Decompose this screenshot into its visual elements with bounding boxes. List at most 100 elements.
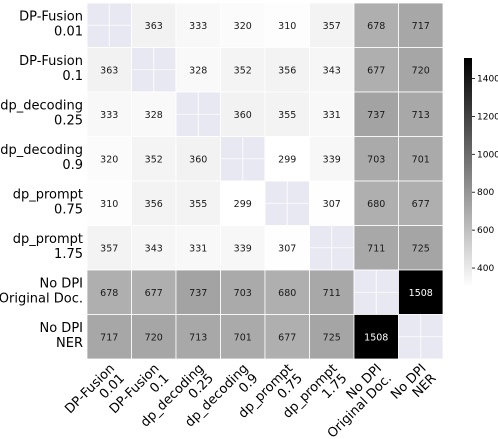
cell-value-label: 713 — [412, 110, 430, 121]
heatmap-cell — [131, 225, 177, 271]
cell-value-label: 355 — [189, 199, 207, 210]
cell-value-label: 360 — [234, 110, 252, 121]
cell-value-label: 725 — [323, 332, 341, 343]
cell-value-label: 703 — [234, 288, 252, 299]
cell-value-label: 343 — [323, 65, 341, 76]
row-label: DP-Fusion 0.1 — [19, 54, 83, 84]
heatmap-cell — [353, 180, 399, 226]
heatmap-cell — [264, 136, 310, 182]
cell-value-label: 333 — [100, 110, 118, 121]
heatmap-cell — [264, 91, 310, 137]
heatmap-cell — [353, 91, 399, 137]
heatmap-cell — [175, 47, 221, 93]
heatmap-cell — [398, 180, 444, 226]
heatmap-cell — [309, 2, 355, 48]
cell-value-label: 320 — [234, 21, 252, 32]
colorbar — [464, 58, 472, 287]
heatmap-cell — [309, 180, 355, 226]
cell-value-label: 299 — [234, 199, 252, 210]
cell-value-label: 299 — [278, 154, 296, 165]
colorbar-tick-label: 800 — [477, 188, 494, 198]
cell-value-label: 352 — [145, 154, 163, 165]
row-label: dp_prompt 0.75 — [13, 187, 83, 217]
cell-value-label: 678 — [100, 288, 118, 299]
cell-value-label: 720 — [412, 65, 430, 76]
cell-value-label: 701 — [412, 154, 430, 165]
heatmap-cell — [220, 225, 266, 271]
cell-value-label: 352 — [234, 65, 252, 76]
row-label: No DPI NER — [40, 321, 84, 351]
cell-value-label: 339 — [234, 243, 252, 254]
cell-value-label: 310 — [278, 21, 296, 32]
cell-value-label: 363 — [100, 65, 118, 76]
cell-value-label: 725 — [412, 243, 430, 254]
heatmap-cell — [220, 269, 266, 315]
colorbar-tick-label: 1400 — [477, 74, 498, 84]
heatmap-cell — [309, 314, 355, 360]
row-label: dp_decoding 0.9 — [0, 143, 83, 173]
cell-value-label: 677 — [412, 199, 430, 210]
cell-value-label: 331 — [189, 243, 207, 254]
colorbar-tick-label: 600 — [477, 226, 494, 236]
colorbar-tick-label: 1000 — [477, 150, 498, 160]
row-label: DP-Fusion 0.01 — [19, 9, 83, 39]
heatmap-cell — [131, 2, 177, 48]
cell-value-label: 680 — [278, 288, 296, 299]
heatmap-cell — [86, 180, 132, 226]
cell-value-label: 357 — [323, 21, 341, 32]
cell-value-label: 677 — [367, 65, 385, 76]
heatmap-cell — [86, 314, 132, 360]
cell-value-label: 737 — [189, 288, 207, 299]
cell-value-label: 307 — [323, 199, 341, 210]
cell-value-label: 1508 — [364, 332, 388, 343]
cell-value-label: 343 — [145, 243, 163, 254]
cell-value-label: 717 — [100, 332, 118, 343]
cell-value-label: 720 — [145, 332, 163, 343]
cell-value-label: 678 — [367, 21, 385, 32]
heatmap-cell — [131, 91, 177, 137]
heatmap-cell — [398, 91, 444, 137]
colorbar-tick-label: 1200 — [477, 112, 498, 122]
cell-value-label: 357 — [100, 243, 118, 254]
cell-value-label: 331 — [323, 110, 341, 121]
cell-value-label: 356 — [145, 199, 163, 210]
cell-value-label: 711 — [367, 243, 385, 254]
cell-value-label: 717 — [412, 21, 430, 32]
cell-value-label: 363 — [145, 21, 163, 32]
cell-value-label: 703 — [367, 154, 385, 165]
heatmap-cell — [398, 269, 444, 315]
heatmap-cell — [353, 314, 399, 360]
heatmap-cell — [264, 269, 310, 315]
cell-value-label: 355 — [278, 110, 296, 121]
cell-value-label: 333 — [189, 21, 207, 32]
heatmap-cell — [131, 180, 177, 226]
heatmap-cell — [175, 180, 221, 226]
heatmap-cell — [175, 2, 221, 48]
cell-value-label: 711 — [323, 288, 341, 299]
heatmap-cell — [220, 314, 266, 360]
cell-value-label: 713 — [189, 332, 207, 343]
heatmap-cell — [309, 47, 355, 93]
cell-value-label: 680 — [367, 199, 385, 210]
cell-value-label: 1508 — [409, 288, 433, 299]
cell-value-label: 328 — [145, 110, 163, 121]
heatmap-cell — [353, 2, 399, 48]
heatmap-cell — [398, 225, 444, 271]
cell-value-label: 677 — [278, 332, 296, 343]
heatmap-cell — [131, 136, 177, 182]
heatmap-cell — [220, 2, 266, 48]
cell-value-label: 307 — [278, 243, 296, 254]
cell-value-label: 360 — [189, 154, 207, 165]
heatmap-cell — [398, 136, 444, 182]
colorbar-tick-label: 400 — [477, 264, 494, 274]
cell-value-label: 328 — [189, 65, 207, 76]
heatmap-cell — [175, 136, 221, 182]
heatmap-cell — [175, 314, 221, 360]
cell-value-label: 339 — [323, 154, 341, 165]
column-label: No DPINER — [388, 361, 439, 412]
heatmap-cell — [398, 47, 444, 93]
heatmap-cell — [175, 269, 221, 315]
cell-value-label: 701 — [234, 332, 252, 343]
